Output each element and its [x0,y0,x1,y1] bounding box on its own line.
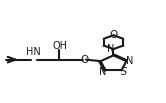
Text: S: S [121,67,127,77]
Text: N: N [126,56,133,66]
Text: N: N [99,67,106,77]
Text: N: N [107,44,115,54]
Text: HN: HN [26,47,41,57]
Text: OH: OH [52,41,67,51]
Text: O: O [81,55,89,65]
Text: O: O [109,30,118,40]
